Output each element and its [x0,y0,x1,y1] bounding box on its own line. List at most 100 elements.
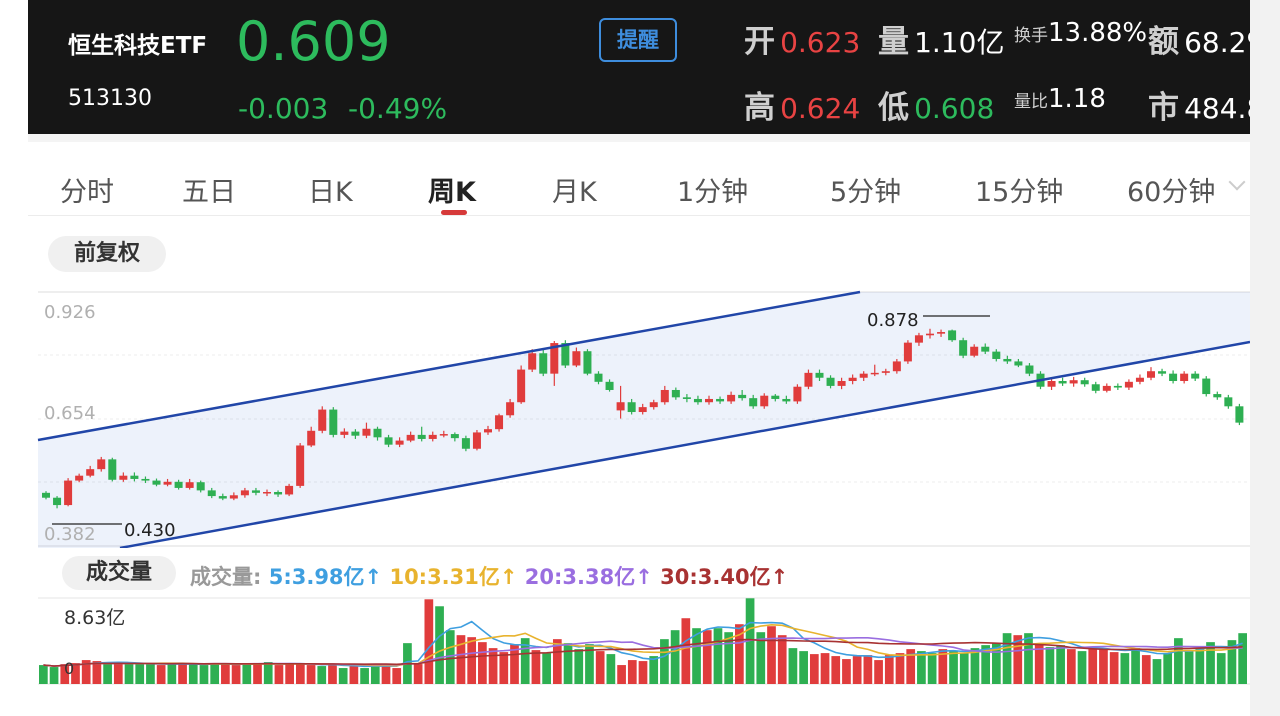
volume-bar [735,624,744,684]
candle-body [959,340,968,356]
low-annotation: 0.430 [124,520,176,541]
volume-panel-title[interactable]: 成交量 [62,556,176,590]
candle [771,394,780,402]
candle [550,341,559,386]
candle-body [693,398,702,403]
y-axis-label-mid: 0.654 [44,403,96,424]
volume-bar [895,653,905,684]
volume-bar [39,665,48,684]
candle-body [152,480,161,485]
candle [528,349,537,373]
volume-bar [552,639,562,684]
volume-bar [927,653,937,684]
volume-bar [970,648,980,684]
volume-bar [1195,648,1205,684]
candlestick-chart[interactable]: 0.926 0.654 0.382 0.878 0.430 [0,280,1250,548]
candle-body [1047,381,1056,387]
candle-body [395,440,404,445]
candle [108,457,117,482]
candle [517,365,526,404]
candle [1113,383,1122,390]
right-margin [1250,0,1280,716]
volume-bar [702,630,712,684]
quote-turnover: 换手13.88% [1014,18,1148,48]
candle [1169,370,1178,384]
volume-zero-label: 0 [64,659,74,678]
volume-bar [445,630,455,684]
volume-bar [1206,642,1215,684]
tab-intraday[interactable]: 分时 [60,177,114,208]
volume-bar [424,599,434,684]
candle [240,487,249,498]
candle-body [616,402,625,411]
candle-body [859,373,868,378]
adjust-toggle[interactable]: 前复权 [48,236,166,272]
candle-body [1235,406,1244,423]
candle-body [550,343,559,374]
quote-volume: 量 1.10亿 [878,24,1005,60]
candle [892,358,901,374]
candle-body [627,402,636,413]
quote-amount: 额 68.2% [1148,24,1250,60]
candle-body [981,346,990,352]
candle [760,393,769,409]
tab-weekly-k[interactable]: 周K [428,177,476,208]
candle [1102,383,1111,393]
candle [727,391,736,404]
tab-1min[interactable]: 1分钟 [677,177,749,208]
tab-15min[interactable]: 15分钟 [975,177,1064,208]
volume-bar [274,665,284,684]
candle [627,398,636,415]
candle-body [108,459,117,480]
volume-bar [1099,649,1108,684]
candle-body [892,361,901,372]
candle [616,385,625,419]
candle-body [682,397,691,399]
volume-bar [49,667,59,684]
candle [439,430,448,438]
volume-bar [113,663,123,684]
high-annotation: 0.878 [867,310,919,331]
candle [450,432,459,442]
tab-daily-k[interactable]: 日K [308,177,353,208]
candle-body [1224,397,1233,407]
candle-body [351,431,360,436]
tab-60min[interactable]: 60分钟 [1127,177,1216,208]
chevron-down-icon[interactable] [1228,173,1246,191]
volume-bar [724,632,734,684]
candle [793,384,802,404]
volume-bar [756,632,766,684]
candle [1135,374,1144,385]
candle [395,437,404,448]
volume-bar [884,655,894,684]
period-tabs: 分时 五日 日K 周K 月K 1分钟 5分钟 15分钟 60分钟 [28,134,1250,216]
candle-body [428,434,437,439]
candle-body [406,434,415,441]
candle-body [53,497,62,506]
volume-bar [392,668,402,684]
remind-button[interactable]: 提醒 [599,18,677,62]
tab-monthly-k[interactable]: 月K [552,177,597,208]
candle-body [1169,373,1178,382]
candle-body [649,402,658,408]
volume-bar [906,649,916,684]
ma5-legend: 5:3.98亿↑ [268,565,383,589]
tab-5min[interactable]: 5分钟 [830,177,902,208]
candle-body [450,434,459,439]
volume-bar [178,663,187,684]
tab-five-day[interactable]: 五日 [182,177,236,208]
volume-bar [467,637,477,684]
volume-bar [585,644,594,684]
candle [881,368,890,376]
candle-body [583,351,592,374]
candle [649,399,658,410]
candle [263,489,271,497]
candle-body [738,394,747,399]
volume-chart[interactable]: 8.63亿 0 [0,596,1250,686]
candle [86,465,95,478]
volume-bar [135,663,145,684]
volume-bar [842,659,851,684]
candle-body [1080,380,1089,385]
candle [660,385,669,405]
volume-bar [103,664,112,684]
